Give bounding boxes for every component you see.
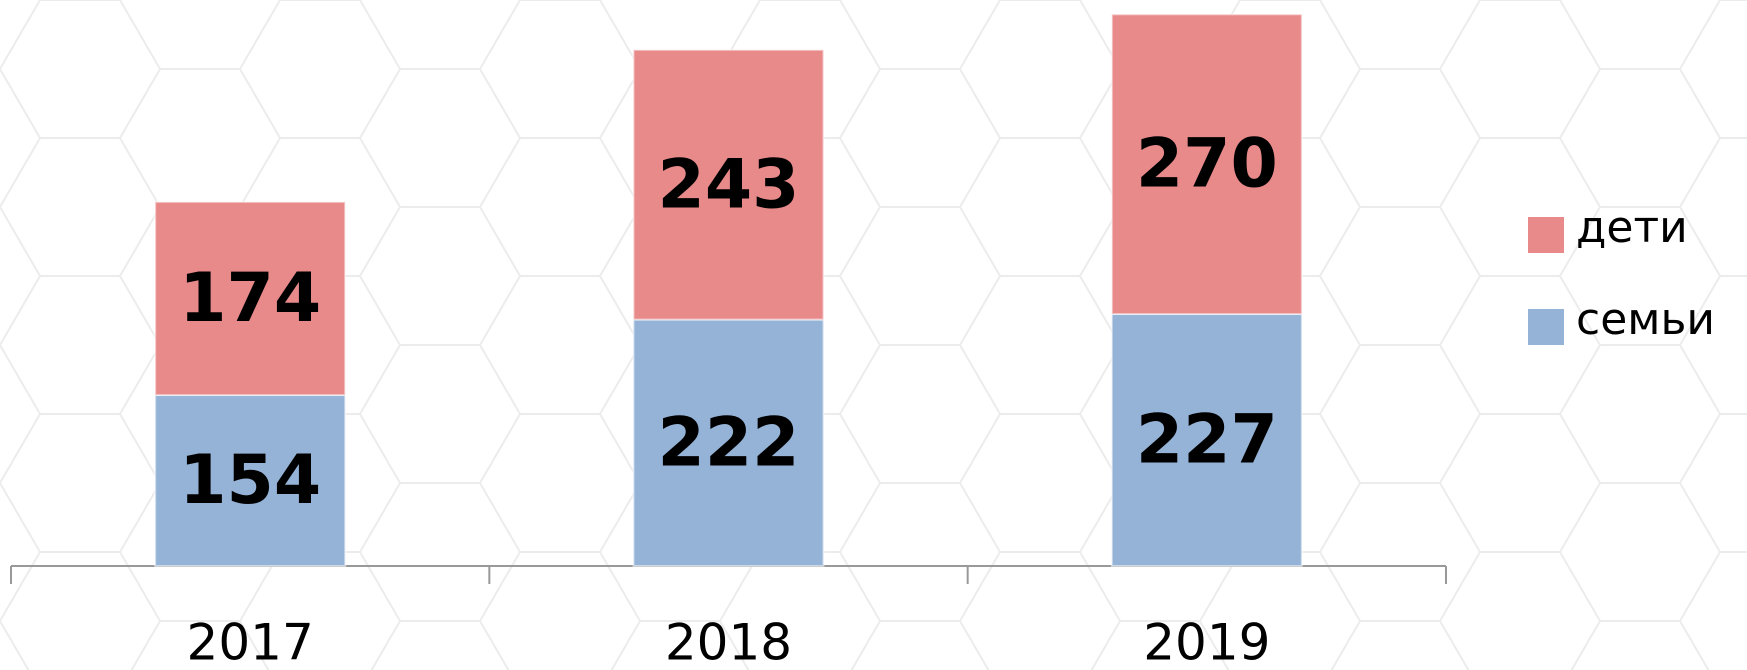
bar-segment	[1110, 13, 1303, 316]
bar-segment	[154, 200, 347, 397]
data-label: 270	[1136, 125, 1278, 204]
x-tick-label: 2019	[1143, 614, 1270, 670]
x-tick-label: 2017	[187, 614, 314, 670]
data-label: 243	[658, 145, 800, 224]
data-label: 154	[179, 441, 321, 520]
bar-segment	[632, 318, 825, 567]
data-label: 227	[1136, 401, 1278, 480]
data-label: 174	[179, 259, 321, 338]
legend-label: дети	[1576, 202, 1688, 253]
legend-label: семьи	[1576, 294, 1715, 345]
legend-swatch	[1528, 217, 1564, 253]
bar-segment	[1110, 313, 1303, 567]
x-tick-label: 2018	[665, 614, 792, 670]
bar-segment	[154, 394, 347, 567]
data-label: 222	[658, 403, 800, 482]
legend-swatch	[1528, 309, 1564, 345]
bar-segment	[632, 48, 825, 321]
